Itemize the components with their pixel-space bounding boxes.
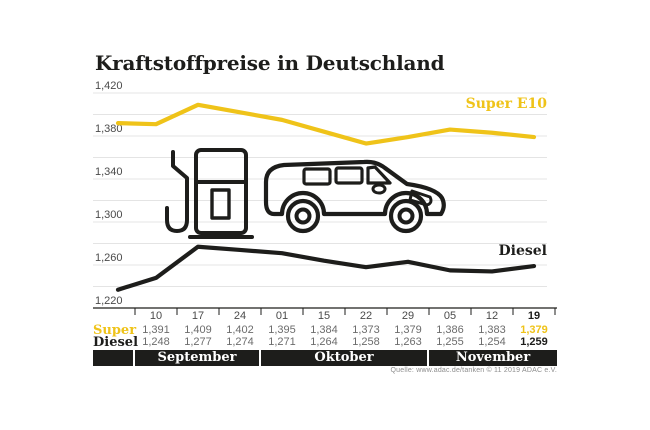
diesel-price-value: 1,254 — [478, 336, 506, 348]
diesel-price-value: 1,263 — [394, 336, 422, 348]
month-band: September Oktober November — [93, 350, 557, 366]
date-tick-label: 05 — [443, 310, 457, 322]
date-tick-label: 12 — [485, 310, 499, 322]
diesel-price-value: 1,264 — [310, 336, 338, 348]
date-header-row: 10 17 24 01 15 22 29 05 12 19 — [93, 310, 559, 324]
date-tick-label: 24 — [233, 310, 247, 322]
super-price-value: 1,391 — [142, 324, 170, 336]
series-label-diesel: Diesel — [498, 243, 547, 259]
diesel-price-value: 1,259 — [520, 336, 548, 348]
car-icon — [263, 159, 446, 234]
diesel-row-label: Diesel — [93, 335, 139, 350]
source-note: Quelle: www.adac.de/tanken © 11 2019 ADA… — [390, 367, 557, 374]
super-price-row: Super 1,391 1,409 1,402 1,395 1,384 1,373 1,379… — [93, 324, 559, 337]
date-tick-label: 10 — [149, 310, 163, 322]
super-price-value: 1,383 — [478, 324, 506, 336]
diesel-price-row: Diesel 1,248 1,277 1,274 1,271 1,264 1,258 1,26… — [93, 336, 559, 349]
super-price-value: 1,386 — [436, 324, 464, 336]
diesel-price-value: 1,277 — [184, 336, 212, 348]
series-line-diesel — [115, 244, 537, 292]
super-price-value: 1,395 — [268, 324, 296, 336]
super-price-value: 1,379 — [394, 324, 422, 336]
date-tick-label: 22 — [359, 310, 373, 322]
series-label-super-e10: Super E10 — [465, 96, 547, 112]
super-price-value: 1,402 — [226, 324, 254, 336]
diesel-price-value: 1,271 — [268, 336, 296, 348]
date-tick-label: 15 — [317, 310, 331, 322]
date-tick-label: 01 — [275, 310, 289, 322]
y-axis-label: 1,420 — [95, 80, 123, 92]
month-label-oktober: Oktober — [261, 350, 427, 366]
super-price-value: 1,373 — [352, 324, 380, 336]
y-axis-label: 1,260 — [95, 252, 123, 264]
super-price-value: 1,379 — [520, 324, 548, 336]
y-axis-label: 1,340 — [95, 166, 123, 178]
y-axis-label: 1,300 — [95, 209, 123, 221]
y-axis-label: 1,380 — [95, 123, 123, 135]
date-tick-label: 29 — [401, 310, 415, 322]
series-line-super-e10 — [115, 102, 537, 146]
diesel-price-value: 1,274 — [226, 336, 254, 348]
month-label-november: November — [429, 350, 557, 366]
y-axis-label: 1,220 — [95, 295, 123, 307]
super-price-value: 1,384 — [310, 324, 338, 336]
diesel-price-value: 1,258 — [352, 336, 380, 348]
date-row-spacer — [93, 310, 135, 324]
super-row-label: Super — [93, 323, 137, 338]
super-price-value: 1,409 — [184, 324, 212, 336]
month-band-spacer — [93, 350, 133, 366]
fuel-pump-icon — [165, 148, 254, 239]
month-label-september: September — [135, 350, 259, 366]
date-tick-label: 19 — [527, 310, 541, 322]
date-tick-label: 17 — [191, 310, 205, 322]
diesel-price-value: 1,248 — [142, 336, 170, 348]
diesel-price-value: 1,255 — [436, 336, 464, 348]
chart-title: Kraftstoffpreise in Deutschland — [95, 51, 445, 76]
